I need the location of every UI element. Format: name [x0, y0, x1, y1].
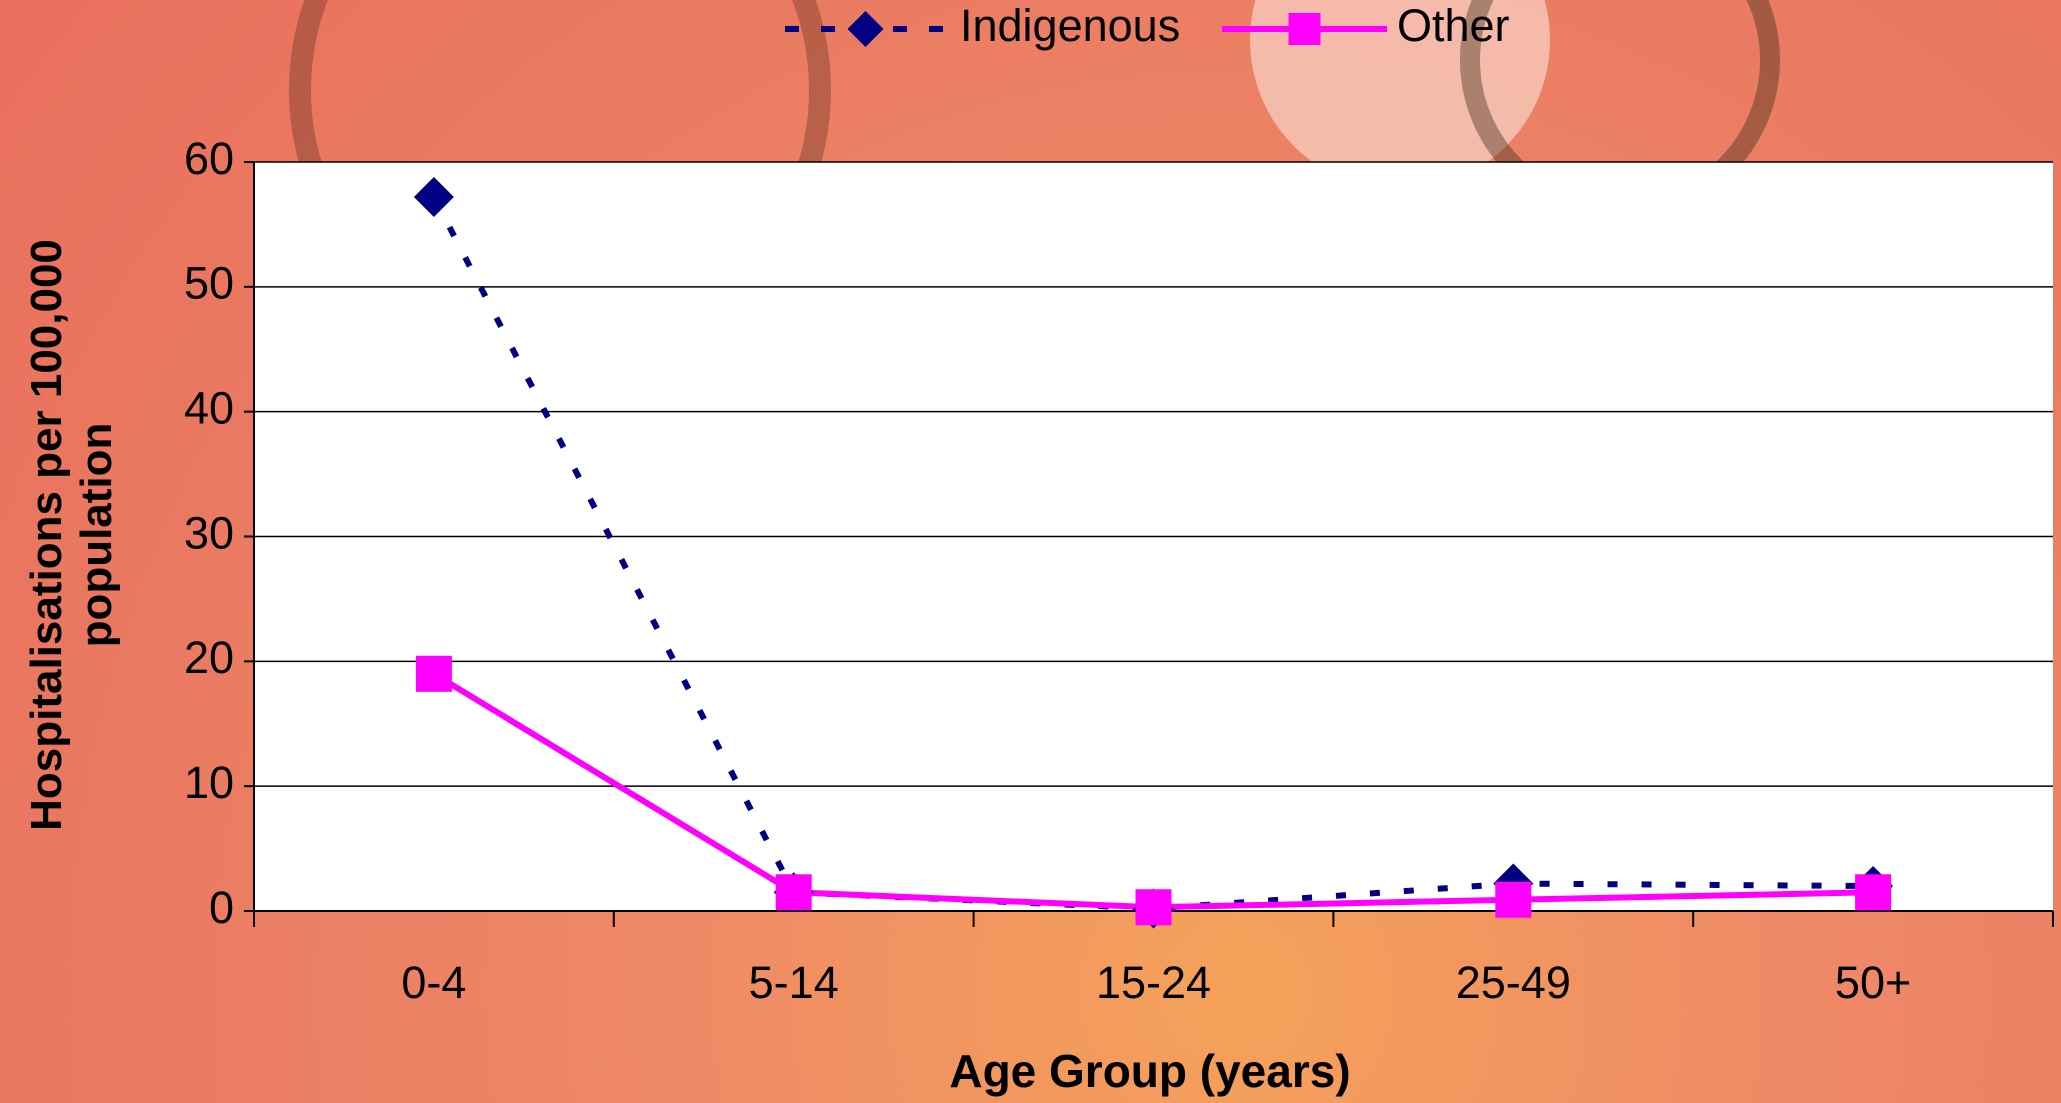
- x-tick-label: 15-24: [1096, 957, 1211, 1008]
- y-tick-label: 20: [184, 632, 234, 683]
- y-tick-label: 0: [209, 882, 234, 933]
- x-tick-label: 25-49: [1456, 957, 1571, 1008]
- data-point: [1855, 874, 1892, 911]
- data-point: [1495, 881, 1532, 918]
- legend-marker: [1288, 13, 1321, 45]
- legend-label: Indigenous: [960, 0, 1180, 51]
- legend-marker: [847, 11, 884, 47]
- data-point: [415, 655, 452, 692]
- x-tick-label: 50+: [1835, 957, 1911, 1008]
- x-tick-label: 0-4: [401, 957, 466, 1008]
- x-axis-title: Age Group (years): [949, 1045, 1350, 1097]
- y-tick-label: 60: [184, 133, 234, 184]
- y-tick-label: 30: [184, 507, 234, 558]
- data-point: [775, 874, 812, 911]
- x-tick-label: 5-14: [749, 957, 839, 1008]
- y-axis-title: Hospitalisations per 100,000 population: [22, 239, 121, 831]
- y-tick-label: 50: [184, 258, 234, 309]
- data-point: [1135, 889, 1172, 926]
- decoration: [1250, 0, 1550, 190]
- legend-label: Other: [1397, 0, 1510, 51]
- y-tick-label: 10: [184, 757, 234, 808]
- data-point: [413, 176, 454, 217]
- y-tick-label: 40: [184, 383, 234, 434]
